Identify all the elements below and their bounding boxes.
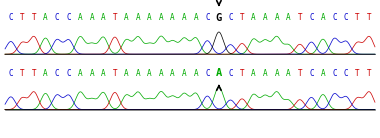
Text: C: C (309, 13, 314, 22)
Text: C: C (8, 69, 13, 78)
Text: G: G (216, 13, 222, 23)
Text: T: T (32, 69, 36, 78)
Text: A: A (136, 69, 140, 78)
Text: A: A (43, 13, 48, 22)
Text: A: A (101, 69, 106, 78)
Text: A: A (182, 69, 187, 78)
Text: A: A (78, 69, 82, 78)
Text: A: A (147, 69, 152, 78)
Text: A: A (78, 13, 82, 22)
Text: T: T (20, 13, 25, 22)
Text: C: C (205, 13, 210, 22)
Text: C: C (344, 13, 348, 22)
Text: C: C (205, 69, 210, 78)
Text: C: C (55, 69, 59, 78)
Text: A: A (136, 13, 140, 22)
Text: A: A (124, 13, 129, 22)
Text: T: T (355, 69, 360, 78)
Text: C: C (55, 13, 59, 22)
Text: T: T (355, 13, 360, 22)
Text: A: A (89, 13, 94, 22)
Text: T: T (240, 69, 244, 78)
Text: A: A (43, 69, 48, 78)
Text: A: A (89, 69, 94, 78)
Text: T: T (20, 69, 25, 78)
Text: A: A (321, 69, 325, 78)
Text: C: C (332, 13, 337, 22)
Text: A: A (286, 13, 291, 22)
Text: A: A (286, 69, 291, 78)
Text: C: C (344, 69, 348, 78)
Text: A: A (251, 13, 256, 22)
Text: T: T (367, 69, 372, 78)
Text: T: T (367, 13, 372, 22)
Text: T: T (298, 13, 302, 22)
Text: T: T (32, 13, 36, 22)
Text: A: A (193, 69, 198, 78)
Text: C: C (309, 69, 314, 78)
Text: C: C (8, 13, 13, 22)
Text: A: A (170, 69, 175, 78)
Text: A: A (251, 69, 256, 78)
Text: A: A (321, 13, 325, 22)
Text: A: A (274, 13, 279, 22)
Text: A: A (216, 68, 222, 78)
Text: C: C (66, 69, 71, 78)
Text: A: A (124, 69, 129, 78)
Text: A: A (263, 69, 268, 78)
Text: T: T (240, 13, 244, 22)
Text: A: A (274, 69, 279, 78)
Text: T: T (112, 13, 117, 22)
Text: A: A (147, 13, 152, 22)
Text: A: A (159, 13, 163, 22)
Text: T: T (112, 69, 117, 78)
Text: A: A (170, 13, 175, 22)
Text: A: A (193, 13, 198, 22)
Text: A: A (182, 13, 187, 22)
Text: C: C (332, 69, 337, 78)
Text: C: C (66, 13, 71, 22)
Text: T: T (298, 69, 302, 78)
Text: C: C (228, 69, 233, 78)
Text: A: A (159, 69, 163, 78)
Text: C: C (228, 13, 233, 22)
Text: A: A (101, 13, 106, 22)
Text: A: A (263, 13, 268, 22)
